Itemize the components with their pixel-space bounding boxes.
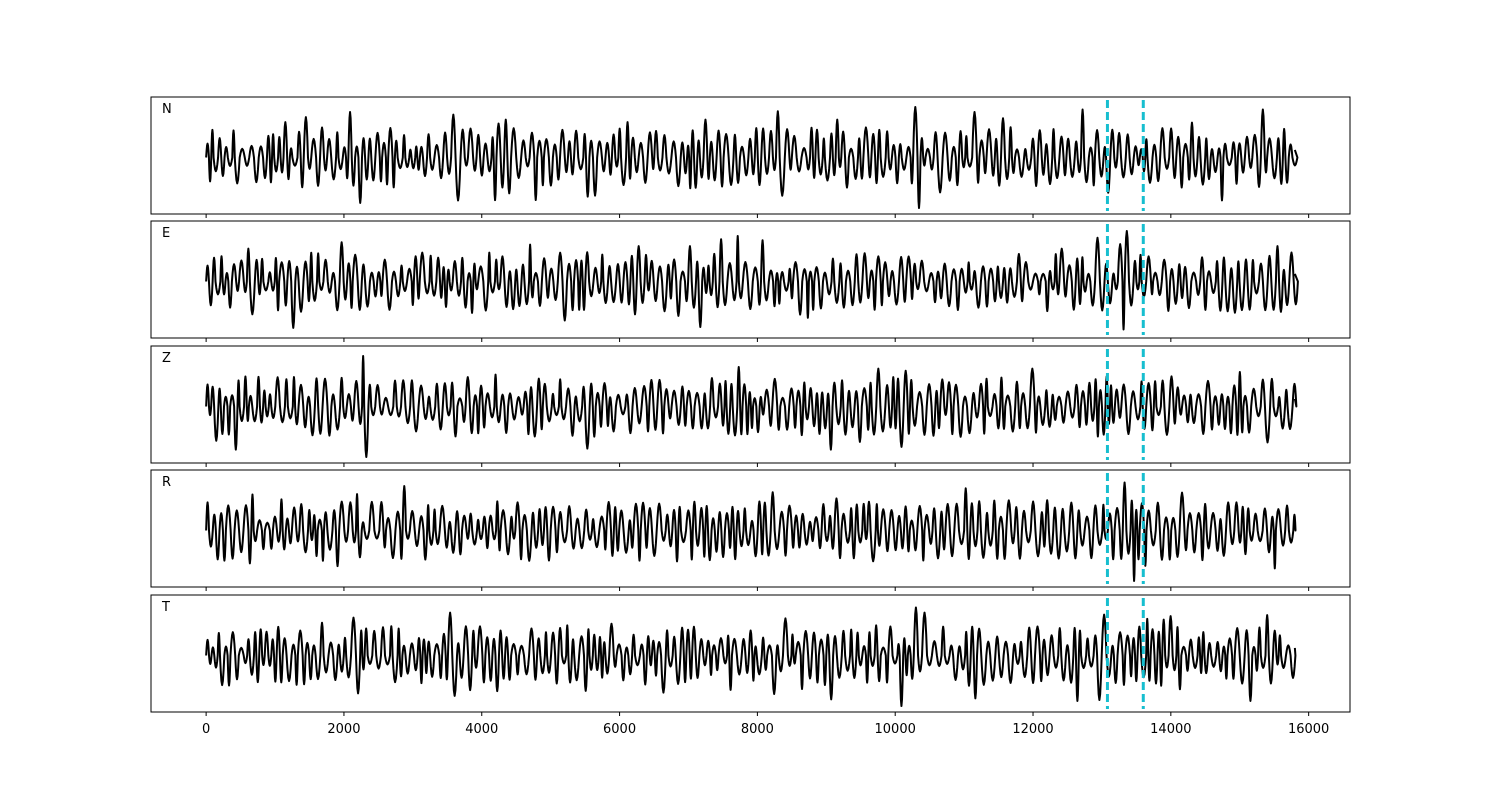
x-tick-label: 14000: [1150, 722, 1191, 737]
panel-label-e: E: [162, 226, 170, 241]
panel-r: R: [150, 469, 1351, 591]
panel-n: N: [150, 96, 1351, 218]
x-tick-label: 6000: [603, 722, 636, 737]
x-tick-label: 4000: [465, 722, 498, 737]
x-tick-label: 2000: [327, 722, 360, 737]
x-tick-label: 8000: [741, 722, 774, 737]
panel-label-t: T: [161, 600, 170, 615]
waveform-trace-t: [205, 606, 1297, 707]
waveform-trace-r: [205, 481, 1297, 582]
x-tick-label: 16000: [1288, 722, 1329, 737]
x-tick-label: 0: [202, 722, 210, 737]
waveform-trace-z: [205, 355, 1298, 458]
x-tick-label: 10000: [875, 722, 916, 737]
panel-label-r: R: [162, 475, 171, 490]
waveform-trace-e: [205, 230, 1299, 331]
panel-z: Z: [150, 345, 1351, 467]
panel-label-z: Z: [162, 351, 171, 366]
panel-frame: [150, 594, 1351, 713]
panel-t: T 0 2000 4000 6000 8000 10000 12000 14000 16000: [150, 594, 1351, 737]
panel-e: E: [150, 220, 1351, 342]
waveform-trace-n: [205, 106, 1299, 209]
panel-label-n: N: [162, 102, 172, 117]
x-tick-label: 12000: [1012, 722, 1053, 737]
